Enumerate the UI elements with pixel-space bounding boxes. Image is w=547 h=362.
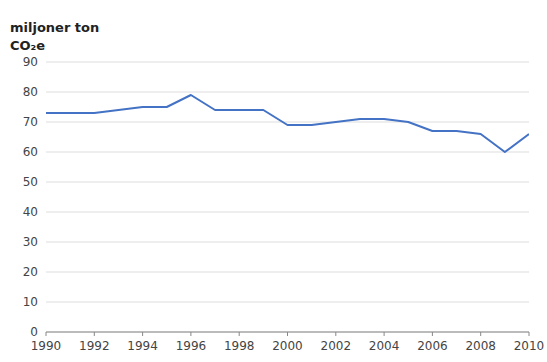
y-grid xyxy=(46,62,529,332)
x-tick xyxy=(432,332,433,336)
chart: 0 10 20 30 40 50 60 70 80 90 1990 1992 1994 1996 1998 2… xyxy=(0,0,547,362)
x-tick-label: 1998 xyxy=(224,339,255,353)
grid-line xyxy=(46,182,529,183)
y-tick-label: 70 xyxy=(23,115,38,129)
chart-container: 0 10 20 30 40 50 60 70 80 90 1990 1992 1994 1996 1998 2… xyxy=(0,0,547,362)
x-tick-label: 2006 xyxy=(417,339,448,353)
y-tick-label: 40 xyxy=(23,205,38,219)
grid-line xyxy=(46,302,529,303)
x-tick-label: 1990 xyxy=(31,339,62,353)
y-tick-label: 0 xyxy=(30,325,38,339)
grid-line xyxy=(46,272,529,273)
x-tick-label: 1996 xyxy=(176,339,207,353)
y-tick-label: 90 xyxy=(23,55,38,69)
x-tick-label: 2008 xyxy=(465,339,496,353)
y-tick-label: 80 xyxy=(23,85,38,99)
y-tick-label: 50 xyxy=(23,175,38,189)
y-tick-label: 20 xyxy=(23,265,38,279)
x-tick-label: 1992 xyxy=(79,339,110,353)
y-tick-label: 30 xyxy=(23,235,38,249)
y-tick-label: 10 xyxy=(23,295,38,309)
data-line xyxy=(46,95,529,152)
grid-line xyxy=(46,242,529,243)
x-tick-label: 2004 xyxy=(369,339,400,353)
y-label: CO₂e xyxy=(10,38,45,53)
grid-line xyxy=(46,152,529,153)
grid-line xyxy=(46,92,529,93)
x-tick xyxy=(94,332,95,336)
x-tick xyxy=(190,332,191,336)
x-tick xyxy=(480,332,481,336)
x-tick-label: 1994 xyxy=(127,339,158,353)
x-tick-label: 2000 xyxy=(272,339,303,353)
grid-line xyxy=(46,122,529,123)
x-tick xyxy=(384,332,385,336)
x-tick xyxy=(529,332,530,336)
plot-area xyxy=(46,95,529,152)
x-tick xyxy=(239,332,240,336)
y-label: miljoner ton xyxy=(10,20,99,35)
x-tick-label: 2010 xyxy=(514,339,545,353)
x-tick-label: 2002 xyxy=(321,339,352,353)
x-tick xyxy=(287,332,288,336)
x-tick xyxy=(142,332,143,336)
x-tick xyxy=(46,332,47,336)
y-tick-label: 60 xyxy=(23,145,38,159)
x-tick xyxy=(335,332,336,336)
grid-line xyxy=(46,62,529,63)
grid-line xyxy=(46,212,529,213)
